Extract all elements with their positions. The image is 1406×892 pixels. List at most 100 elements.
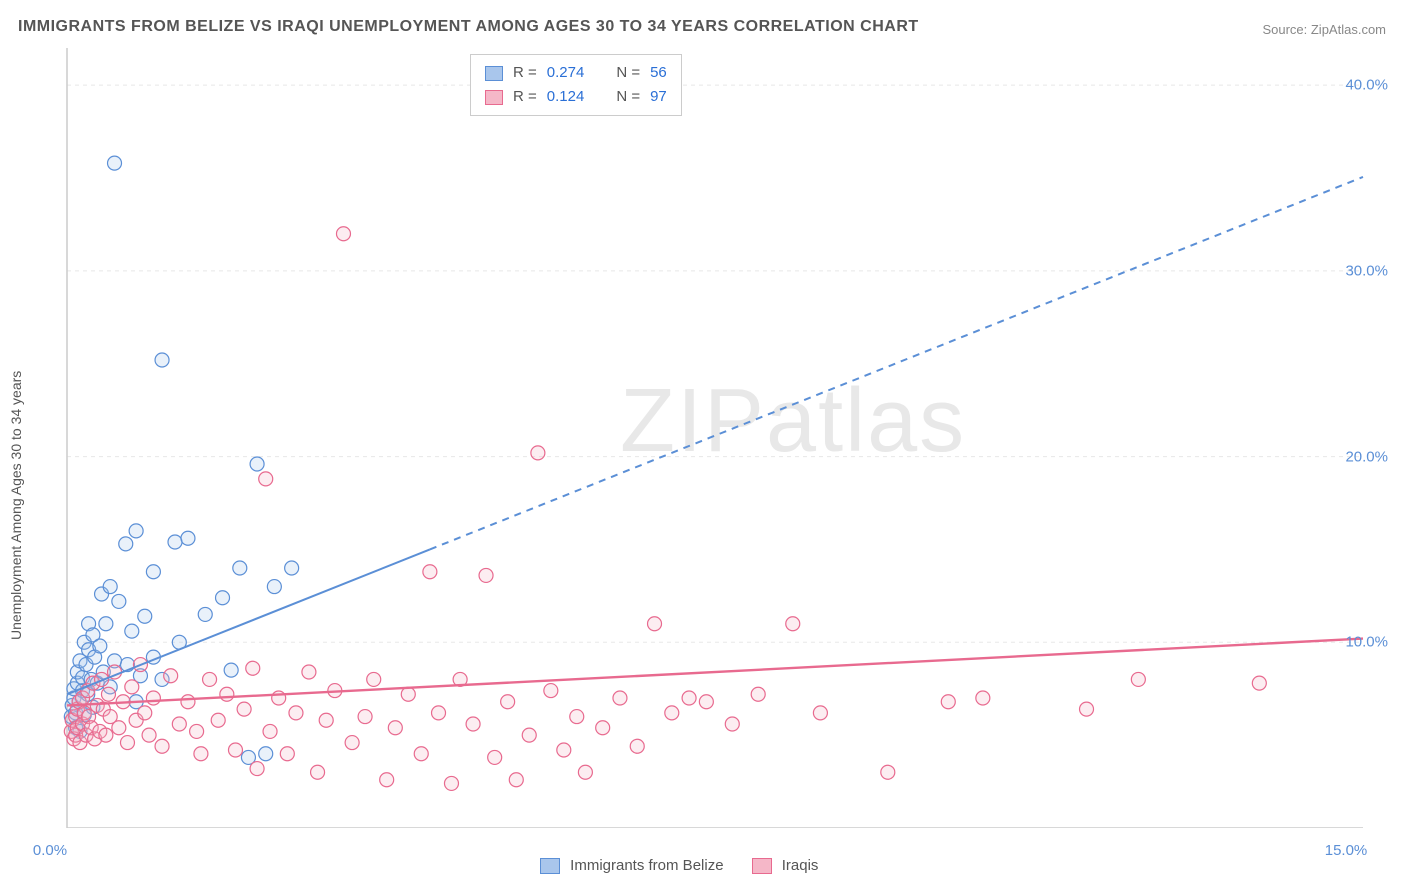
- data-point-iraqis: [112, 721, 126, 735]
- data-point-iraqis: [466, 717, 480, 731]
- data-point-belize: [112, 594, 126, 608]
- data-point-belize: [216, 591, 230, 605]
- data-point-iraqis: [665, 706, 679, 720]
- data-point-belize: [119, 537, 133, 551]
- data-point-iraqis: [101, 687, 115, 701]
- data-point-iraqis: [1131, 672, 1145, 686]
- data-point-belize: [93, 639, 107, 653]
- trend-line-ext-belize: [430, 177, 1363, 549]
- data-point-iraqis: [544, 684, 558, 698]
- n-label: N =: [616, 61, 640, 85]
- data-point-iraqis: [120, 736, 134, 750]
- legend-item-belize: Immigrants from Belize: [540, 857, 724, 874]
- data-point-iraqis: [570, 710, 584, 724]
- y-axis-title: Unemployment Among Ages 30 to 34 years: [8, 371, 24, 640]
- data-point-iraqis: [479, 568, 493, 582]
- y-tick-label: 40.0%: [1345, 77, 1388, 94]
- data-point-iraqis: [146, 691, 160, 705]
- data-point-iraqis: [432, 706, 446, 720]
- data-point-iraqis: [941, 695, 955, 709]
- data-point-belize: [125, 624, 139, 638]
- data-point-iraqis: [289, 706, 303, 720]
- data-point-iraqis: [388, 721, 402, 735]
- r-label: R =: [513, 85, 537, 109]
- data-point-iraqis: [751, 687, 765, 701]
- data-point-iraqis: [813, 706, 827, 720]
- data-point-iraqis: [380, 773, 394, 787]
- data-point-iraqis: [648, 617, 662, 631]
- source-label: Source: ZipAtlas.com: [1262, 22, 1386, 37]
- legend-swatch-iraqis: [752, 858, 772, 874]
- swatch-belize: [485, 66, 503, 81]
- data-point-belize: [259, 747, 273, 761]
- stats-row-iraqis: R = 0.124 N = 97: [485, 85, 667, 109]
- data-point-iraqis: [311, 765, 325, 779]
- y-tick-label: 30.0%: [1345, 262, 1388, 279]
- data-point-iraqis: [578, 765, 592, 779]
- data-point-iraqis: [630, 739, 644, 753]
- data-point-iraqis: [220, 687, 234, 701]
- data-point-iraqis: [319, 713, 333, 727]
- data-point-iraqis: [181, 695, 195, 709]
- data-point-iraqis: [345, 736, 359, 750]
- data-point-iraqis: [246, 661, 260, 675]
- data-point-belize: [138, 609, 152, 623]
- n-label: N =: [616, 85, 640, 109]
- data-point-iraqis: [1252, 676, 1266, 690]
- data-point-iraqis: [881, 765, 895, 779]
- trend-line-iraqis: [67, 639, 1363, 706]
- data-point-iraqis: [336, 227, 350, 241]
- data-point-iraqis: [125, 680, 139, 694]
- data-point-belize: [233, 561, 247, 575]
- data-point-iraqis: [228, 743, 242, 757]
- legend-label-iraqis: Iraqis: [782, 857, 819, 874]
- data-point-iraqis: [557, 743, 571, 757]
- data-point-iraqis: [786, 617, 800, 631]
- data-point-iraqis: [682, 691, 696, 705]
- data-point-iraqis: [263, 724, 277, 738]
- y-tick-label: 10.0%: [1345, 634, 1388, 651]
- data-point-iraqis: [302, 665, 316, 679]
- data-point-iraqis: [423, 565, 437, 579]
- data-point-belize: [168, 535, 182, 549]
- data-point-iraqis: [501, 695, 515, 709]
- legend-swatch-belize: [540, 858, 560, 874]
- data-point-iraqis: [250, 762, 264, 776]
- data-point-iraqis: [237, 702, 251, 716]
- y-tick-label: 20.0%: [1345, 448, 1388, 465]
- data-point-belize: [129, 524, 143, 538]
- swatch-iraqis: [485, 90, 503, 105]
- data-point-iraqis: [358, 710, 372, 724]
- data-point-iraqis: [172, 717, 186, 731]
- scatter-chart: [50, 48, 1380, 828]
- data-point-belize: [224, 663, 238, 677]
- r-value-belize: 0.274: [547, 61, 585, 85]
- data-point-belize: [181, 531, 195, 545]
- legend-label-belize: Immigrants from Belize: [570, 857, 723, 874]
- r-value-iraqis: 0.124: [547, 85, 585, 109]
- data-point-iraqis: [613, 691, 627, 705]
- data-point-iraqis: [99, 728, 113, 742]
- data-point-iraqis: [367, 672, 381, 686]
- n-value-iraqis: 97: [650, 85, 667, 109]
- x-tick-label: 15.0%: [1325, 842, 1368, 859]
- stats-row-belize: R = 0.274 N = 56: [485, 61, 667, 85]
- data-point-iraqis: [211, 713, 225, 727]
- data-point-iraqis: [280, 747, 294, 761]
- data-point-iraqis: [488, 750, 502, 764]
- data-point-belize: [267, 580, 281, 594]
- data-point-iraqis: [725, 717, 739, 731]
- data-point-iraqis: [444, 776, 458, 790]
- stats-legend-box: R = 0.274 N = 56 R = 0.124 N = 97: [470, 54, 682, 116]
- bottom-legend: Immigrants from Belize Iraqis: [540, 857, 818, 874]
- data-point-iraqis: [259, 472, 273, 486]
- data-point-iraqis: [596, 721, 610, 735]
- data-point-belize: [250, 457, 264, 471]
- n-value-belize: 56: [650, 61, 667, 85]
- data-point-iraqis: [164, 669, 178, 683]
- data-point-iraqis: [194, 747, 208, 761]
- data-point-iraqis: [509, 773, 523, 787]
- data-point-belize: [146, 565, 160, 579]
- x-tick-label: 0.0%: [33, 842, 67, 859]
- data-point-iraqis: [976, 691, 990, 705]
